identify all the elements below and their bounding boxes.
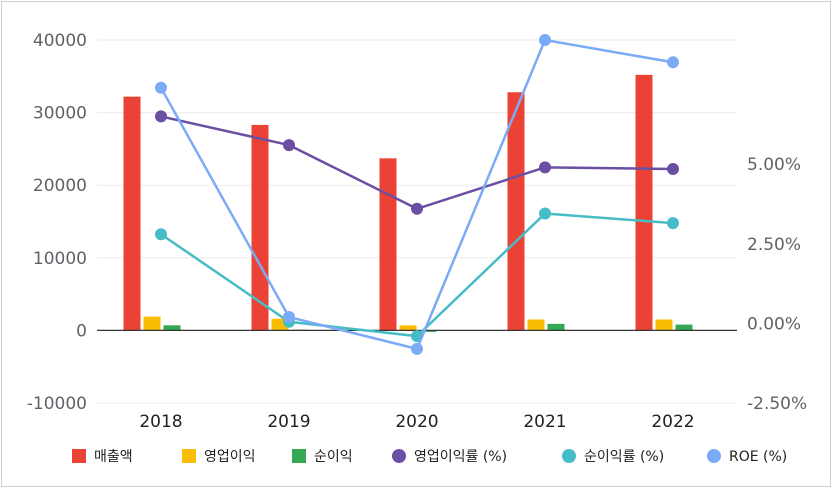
bar-2-2022 — [655, 319, 673, 331]
legend: 매출액 영업이익 순이익 영업이익률 (%) 순이익률 (%) ROE (%) — [72, 449, 787, 465]
x-axis-ticks: 2018 2019 2020 2021 2022 — [139, 412, 694, 432]
legend-label: 순이익률 (%) — [584, 449, 664, 465]
point-2-2022 — [667, 217, 679, 230]
legend-label: 영업이익 — [204, 449, 256, 465]
bar-3-2020 — [419, 330, 437, 332]
bar-2-2018 — [143, 316, 161, 331]
point-1-2019 — [283, 139, 295, 152]
series-line-2 — [160, 212, 674, 338]
left-axis-ticks: 40000 30000 20000 10000 0 -10000 — [27, 31, 87, 414]
bar-3-2018 — [163, 325, 181, 331]
legend-swatch — [392, 449, 406, 463]
left-tick-label: 0 — [76, 321, 87, 341]
legend-label: 순이익 — [314, 449, 353, 465]
bar-1-2021 — [507, 92, 525, 331]
bar-3-2021 — [547, 323, 565, 331]
bar-marks — [123, 74, 693, 332]
legend-label: ROE (%) — [729, 449, 787, 465]
bar-2-2019 — [271, 318, 289, 331]
bar-1-2018 — [123, 96, 141, 331]
grid-lines — [97, 39, 737, 404]
point-3-2021 — [539, 34, 551, 46]
bar-1-2022 — [635, 74, 653, 331]
point-3-2018 — [155, 81, 167, 94]
x-tick-label: 2018 — [139, 412, 182, 432]
left-tick-label: 40000 — [33, 31, 87, 51]
x-tick-label: 2021 — [523, 412, 566, 432]
point-1-2022 — [667, 162, 679, 175]
series-line-1 — [160, 115, 674, 211]
left-tick-label: 10000 — [33, 249, 87, 269]
bar-1-2019 — [251, 124, 269, 331]
point-3-2019 — [283, 311, 295, 324]
legend-swatch — [182, 449, 196, 463]
right-tick-label: 0.00% — [747, 314, 801, 334]
bar-1-2020 — [379, 158, 397, 331]
right-axis-ticks: 5.00% 2.50% 0.00% -2.50% — [747, 155, 807, 414]
legend-swatch — [707, 449, 721, 463]
bar-2-2020 — [399, 325, 417, 331]
bar-3-2022 — [675, 324, 693, 331]
left-tick-label: 30000 — [33, 104, 87, 124]
point-1-2021 — [539, 161, 551, 174]
point-3-2020 — [411, 342, 423, 355]
left-tick-label: 20000 — [33, 176, 87, 196]
series-line-3 — [159, 38, 674, 351]
legend-label: 매출액 — [94, 449, 133, 465]
legend-swatch — [562, 449, 576, 463]
point-1-2020 — [411, 202, 423, 215]
x-tick-label: 2019 — [267, 412, 310, 432]
point-2-2018 — [155, 228, 167, 241]
bar-2-2021 — [527, 319, 545, 331]
legend-label: 영업이익률 (%) — [414, 449, 507, 465]
right-tick-label: 5.00% — [747, 155, 801, 175]
point-2-2021 — [539, 207, 551, 220]
x-tick-label: 2020 — [395, 412, 438, 432]
legend-swatch — [72, 449, 86, 463]
point-3-2022 — [667, 56, 679, 69]
legend-swatch — [292, 449, 306, 463]
line-marks — [155, 34, 679, 355]
right-tick-label: -2.50% — [747, 394, 807, 414]
left-tick-label: -10000 — [27, 394, 87, 414]
right-tick-label: 2.50% — [747, 235, 801, 255]
point-1-2018 — [155, 110, 167, 123]
x-tick-label: 2022 — [651, 412, 694, 432]
